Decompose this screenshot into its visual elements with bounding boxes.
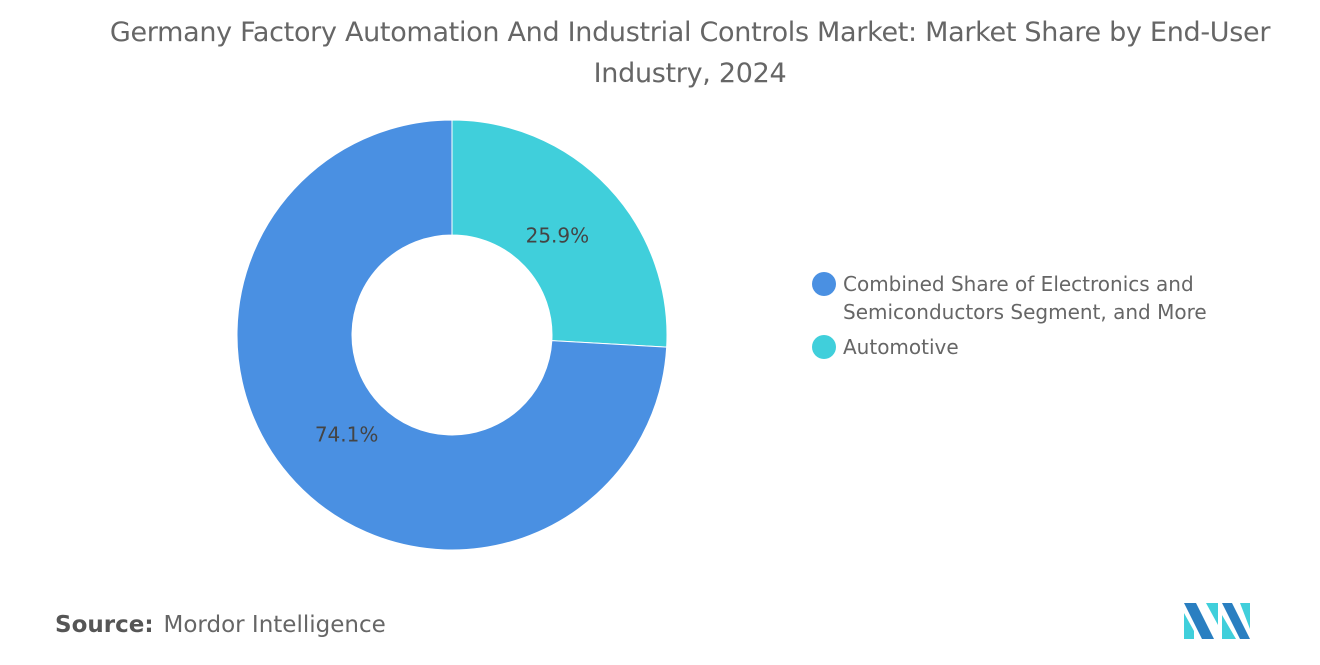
legend-item-combined[interactable]: Combined Share of Electronics and Semico… <box>812 270 1223 326</box>
source-value: Mordor Intelligence <box>163 612 386 638</box>
legend-item-automotive[interactable]: Automotive <box>812 333 1223 361</box>
source-note: Source: Mordor Intelligence <box>55 612 386 638</box>
mordor-logo <box>1184 603 1250 639</box>
legend-label: Combined Share of Electronics and Semico… <box>843 272 1207 324</box>
legend: Combined Share of Electronics and Semico… <box>812 270 1223 368</box>
legend-label: Automotive <box>843 335 959 359</box>
legend-swatch <box>812 335 836 359</box>
donut-slice-combined[interactable] <box>236 119 668 551</box>
donut-slice-automotive[interactable] <box>451 119 668 348</box>
legend-swatch <box>812 272 836 296</box>
data-label: 74.1% <box>315 423 379 447</box>
source-label: Source: <box>55 612 154 638</box>
chart-title: Germany Factory Automation And Industria… <box>109 17 1271 89</box>
data-label: 25.9% <box>526 223 590 247</box>
